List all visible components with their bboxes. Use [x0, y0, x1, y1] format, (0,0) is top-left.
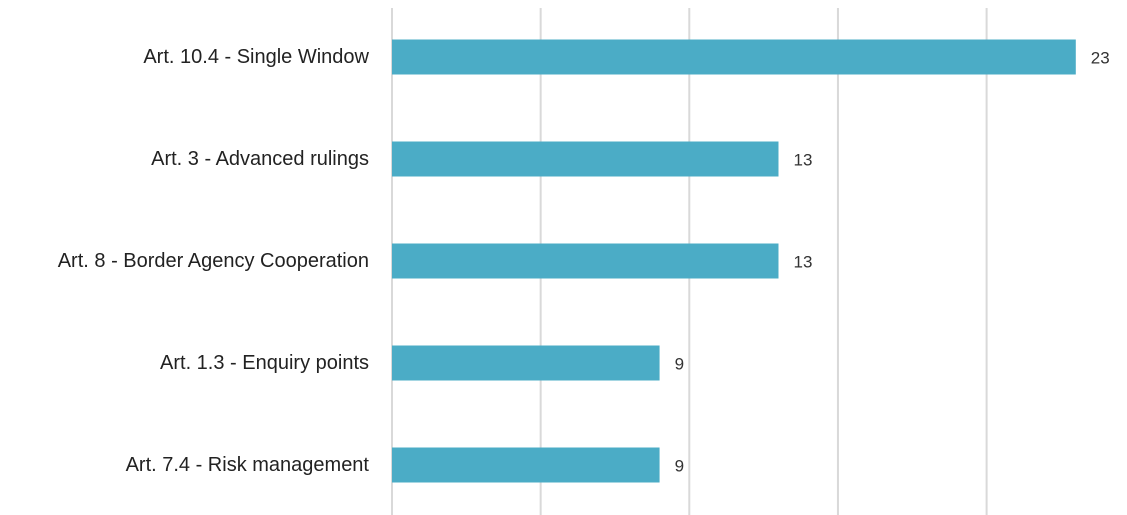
bar-0: [392, 39, 1076, 75]
bar-4: [392, 447, 660, 483]
value-label-0: 23: [1091, 49, 1110, 68]
category-label-4: Art. 7.4 - Risk management: [126, 454, 370, 476]
category-label-0: Art. 10.4 - Single Window: [143, 46, 369, 68]
category-label-2: Art. 8 - Border Agency Cooperation: [58, 250, 369, 272]
bars: [392, 39, 1076, 483]
data-labels: 23 13 13 9 9: [675, 49, 1110, 476]
value-label-4: 9: [675, 457, 684, 476]
bar-2: [392, 243, 779, 279]
category-label-3: Art. 1.3 - Enquiry points: [160, 352, 369, 374]
category-label-1: Art. 3 - Advanced rulings: [151, 148, 369, 170]
bar-1: [392, 141, 779, 177]
category-labels: Art. 10.4 - Single Window Art. 3 - Advanc…: [58, 46, 370, 476]
value-label-2: 13: [793, 253, 812, 272]
value-label-1: 13: [793, 151, 812, 170]
value-label-3: 9: [675, 355, 684, 374]
bar-3: [392, 345, 660, 381]
